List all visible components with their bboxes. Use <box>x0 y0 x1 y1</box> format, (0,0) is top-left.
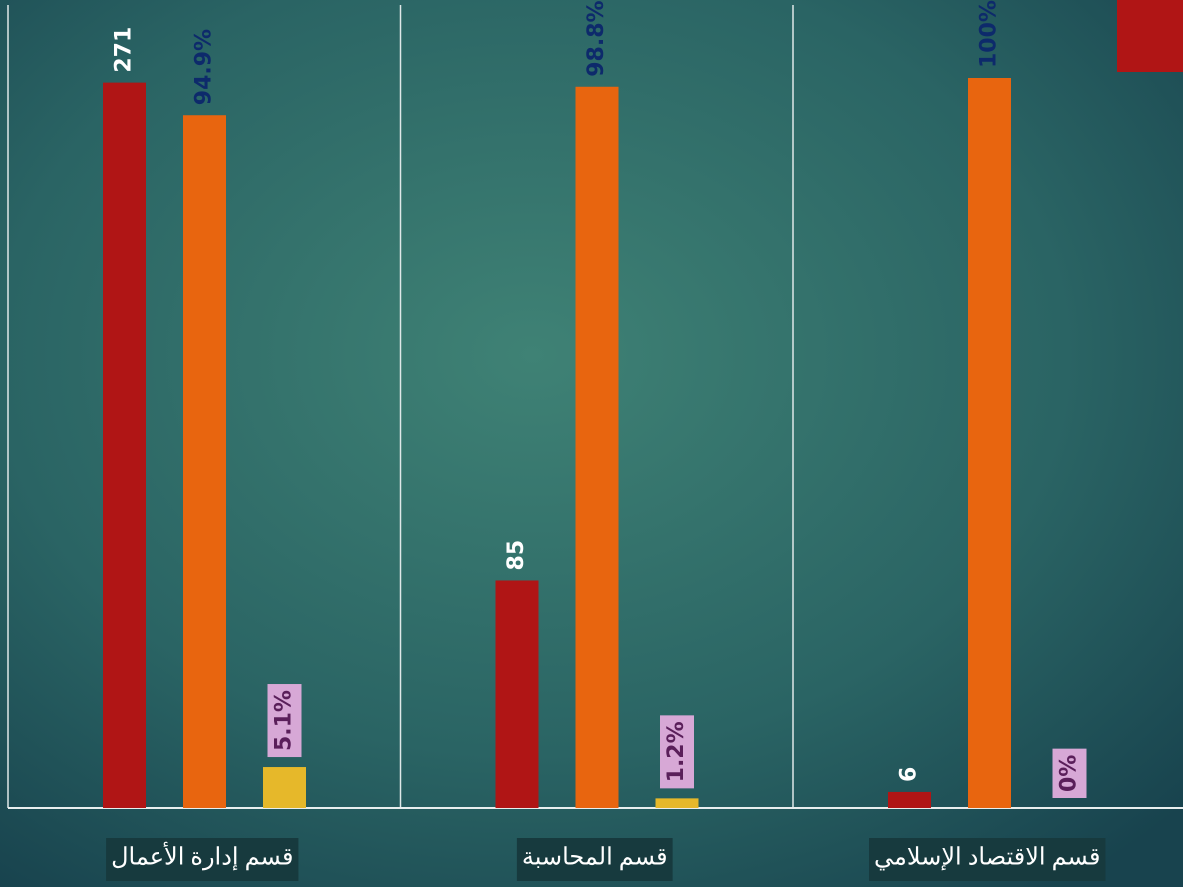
category-box <box>516 838 673 881</box>
value-label: 85 <box>504 540 529 571</box>
x-tick-label: قسم المحاسبة <box>522 845 668 871</box>
value-label: 94.9% <box>192 29 217 105</box>
value-label: 271 <box>112 27 137 73</box>
category-group: قسم إدارة الأعمال <box>106 838 299 881</box>
value-label-group: 5.1% <box>267 684 302 758</box>
corner-square <box>1117 0 1183 72</box>
value-label: 0% <box>1057 755 1082 792</box>
value-label-group: 6 <box>897 767 922 782</box>
value-label-group: 94.9% <box>192 29 217 105</box>
value-label: 100% <box>977 0 1002 68</box>
label-box <box>267 684 302 758</box>
value-label-group: 0% <box>1052 748 1087 798</box>
bar <box>655 798 699 808</box>
value-label: 98.8% <box>584 0 609 76</box>
value-label-group: 100% <box>977 0 1002 68</box>
label-box <box>660 715 694 789</box>
plot: 271 85 6 94.9% 98.8% 100% 5.1% 1.2% 0% قسم إدارة … <box>7 0 1183 881</box>
category-group: قسم المحاسبة <box>516 838 673 881</box>
category-group: قسم الاقتصاد الإسلامي <box>869 838 1106 881</box>
bar <box>968 78 1011 808</box>
value-label-group: 85 <box>504 540 529 571</box>
bar <box>103 82 146 808</box>
x-tick-label: قسم الاقتصاد الإسلامي <box>874 845 1100 871</box>
bar <box>263 767 306 808</box>
bar <box>183 115 226 809</box>
category-box <box>869 838 1106 881</box>
value-label: 1.2% <box>664 721 689 782</box>
category-box <box>106 838 299 881</box>
value-label: 5.1% <box>272 690 297 751</box>
bar <box>495 580 539 808</box>
bar <box>575 86 619 808</box>
value-label-group: 1.2% <box>660 715 694 789</box>
bar <box>888 791 931 808</box>
value-label: 6 <box>897 767 922 782</box>
value-label-group: 271 <box>112 27 137 73</box>
label-box <box>1052 748 1087 798</box>
x-tick-label: قسم إدارة الأعمال <box>111 841 293 871</box>
value-label-group: 98.8% <box>584 0 609 76</box>
